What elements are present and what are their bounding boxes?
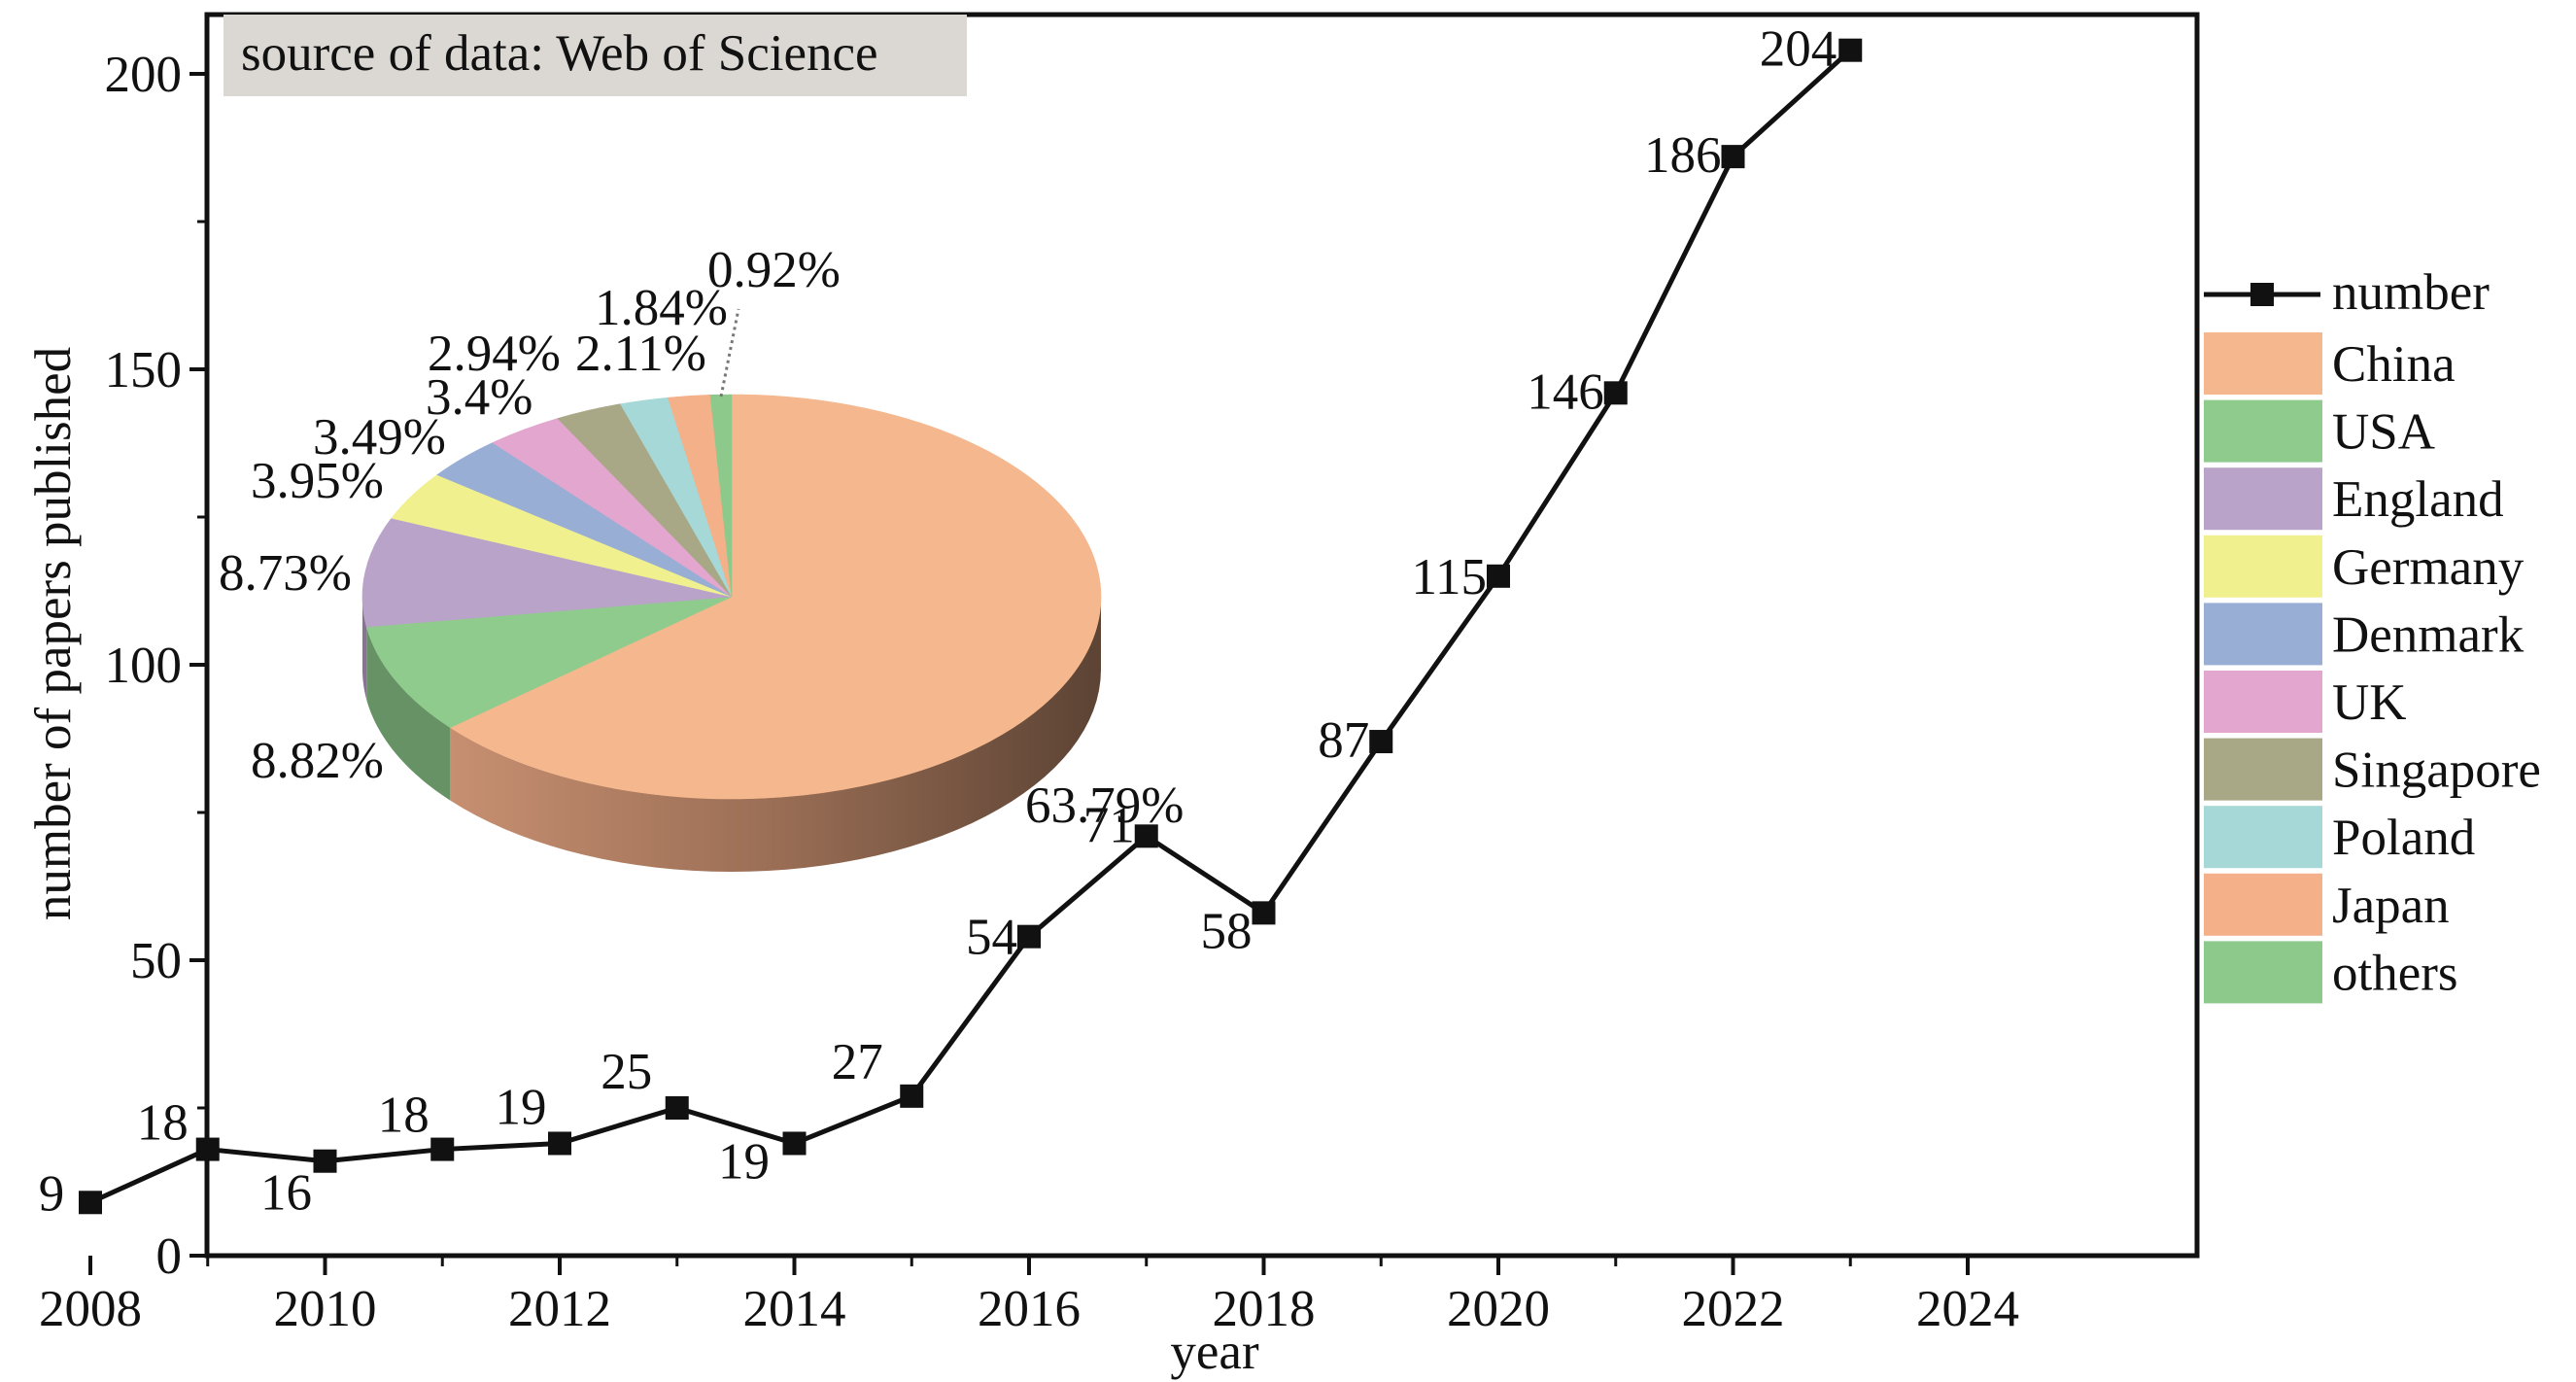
x-tick-label: 2024 xyxy=(1916,1281,2019,1337)
data-label: 71 xyxy=(1083,797,1135,853)
pie-labels: 63.79%8.82%8.73%3.95%3.49%3.4%2.94% 2.11%… xyxy=(219,242,1184,834)
legend-swatch-uk xyxy=(2204,671,2322,733)
data-label: 25 xyxy=(601,1044,652,1100)
x-tick-label: 2022 xyxy=(1682,1281,1785,1337)
plot-frame xyxy=(204,12,2200,1259)
legend-label-others: others xyxy=(2332,945,2458,1001)
data-point xyxy=(430,1137,455,1161)
legend-swatch-poland xyxy=(2204,806,2322,869)
y-tick-label: 200 xyxy=(105,47,183,103)
data-label: 27 xyxy=(832,1034,883,1090)
legend-swatch-denmark xyxy=(2204,603,2322,666)
data-label: 146 xyxy=(1527,363,1604,420)
legend-label-uk: UK xyxy=(2332,674,2407,731)
x-tick-label: 2018 xyxy=(1213,1281,1316,1337)
pie-slice-usa xyxy=(365,596,733,728)
legend-label-germany: Germany xyxy=(2332,539,2524,596)
y-tick-label: 0 xyxy=(156,1228,183,1285)
pie-label-others: 0.92% xyxy=(707,242,841,298)
x-tick-label: 2016 xyxy=(978,1281,1081,1337)
data-label: 9 xyxy=(39,1165,65,1222)
x-tick-label: 2012 xyxy=(508,1281,611,1337)
legend-label-england: England xyxy=(2332,471,2504,528)
source-annotation: source of data: Web of Science xyxy=(223,15,967,96)
pie-label-uk: 3.4% xyxy=(426,369,532,426)
legend-label-denmark: Denmark xyxy=(2332,606,2524,663)
data-label: 87 xyxy=(1318,712,1369,769)
data-point xyxy=(1017,924,1041,949)
pie-label-poland: 2.11% xyxy=(575,326,706,382)
x-tick-label: 2008 xyxy=(39,1281,142,1337)
pie-side-china xyxy=(450,597,1102,872)
x-tick-label: 2014 xyxy=(743,1281,846,1337)
data-point xyxy=(1252,901,1276,925)
data-point xyxy=(1487,564,1510,588)
x-tick-label: 2020 xyxy=(1447,1281,1550,1337)
legend-label-poland: Poland xyxy=(2332,810,2475,866)
pie-slice-england xyxy=(361,517,733,628)
data-point xyxy=(195,1137,220,1161)
data-point xyxy=(900,1084,924,1108)
data-point xyxy=(1369,730,1393,754)
data-point xyxy=(548,1131,571,1156)
data-point xyxy=(313,1149,337,1173)
legend-swatch-usa xyxy=(2204,399,2322,463)
pie-label-denmark: 3.49% xyxy=(313,409,446,466)
plot-frame-layer: 2008 2010 2012 2014 2016 2018 2020 2022 2024 0 50 1… xyxy=(39,12,2200,1337)
y-axis-title: number of papers published xyxy=(25,347,82,920)
data-point xyxy=(1134,824,1158,848)
data-point xyxy=(782,1131,807,1156)
y-tick-label: 50 xyxy=(130,933,182,989)
x-axis-title: year xyxy=(1170,1324,1259,1380)
pie-label-usa: 8.82% xyxy=(251,733,384,789)
data-point xyxy=(79,1191,102,1215)
legend-label-japan: Japan xyxy=(2332,878,2450,934)
legend-swatch-germany xyxy=(2204,535,2322,598)
legend-label-china: China xyxy=(2332,336,2456,393)
data-point xyxy=(1721,145,1745,169)
pie-label-germany: 3.95% xyxy=(251,453,384,509)
data-label: 54 xyxy=(966,910,1017,966)
data-label: 16 xyxy=(260,1165,312,1222)
data-label: 18 xyxy=(378,1088,429,1144)
source-annotation-text: source of data: Web of Science xyxy=(241,25,878,82)
data-point xyxy=(1603,381,1628,405)
data-label: 186 xyxy=(1644,127,1722,184)
y-tick-label: 150 xyxy=(105,342,183,398)
series-line-number xyxy=(88,48,1852,1205)
legend-swatch-japan xyxy=(2204,873,2322,936)
data-label: 19 xyxy=(718,1133,770,1190)
data-point xyxy=(665,1096,689,1120)
series-layer: 9 18 16 18 19 25 19 27 54 71 58 87 115 146 186 204 xyxy=(39,21,1863,1222)
data-label: 58 xyxy=(1201,903,1253,959)
legend-label-usa: USA xyxy=(2332,404,2435,461)
pie-side-england xyxy=(362,597,367,701)
data-point xyxy=(1838,38,1863,62)
legend-swatch-singapore xyxy=(2204,738,2322,801)
x-tick-label: 2010 xyxy=(274,1281,377,1337)
legend-label-singapore: Singapore xyxy=(2332,743,2541,799)
legend-swatch-england xyxy=(2204,467,2322,531)
legend-swatch-others xyxy=(2204,941,2322,1004)
pie-label-singapore: 2.94% xyxy=(428,326,561,382)
data-label: 19 xyxy=(496,1079,547,1135)
pie-slice-china xyxy=(449,394,1102,800)
data-label: 204 xyxy=(1760,21,1838,78)
pie-top xyxy=(361,394,1102,800)
pie-label-england: 8.73% xyxy=(219,545,352,602)
pie-layer: 63.79%8.82%8.73%3.95%3.49%3.4%2.94% 2.11%… xyxy=(219,242,1184,872)
pie-leader-line xyxy=(719,308,740,397)
legend-label-number: number xyxy=(2332,264,2490,321)
data-label: 18 xyxy=(137,1095,189,1152)
source-annotation-box xyxy=(223,15,967,96)
legend-swatch-china xyxy=(2204,332,2322,395)
legend-marker-swatch xyxy=(2250,283,2274,306)
pie-label-japan: 1.84% xyxy=(595,280,728,336)
y-tick-label: 100 xyxy=(105,638,183,694)
data-label: 115 xyxy=(1411,549,1487,605)
legend: number China USA England Germany Denmark UK Sin… xyxy=(2204,264,2541,1004)
